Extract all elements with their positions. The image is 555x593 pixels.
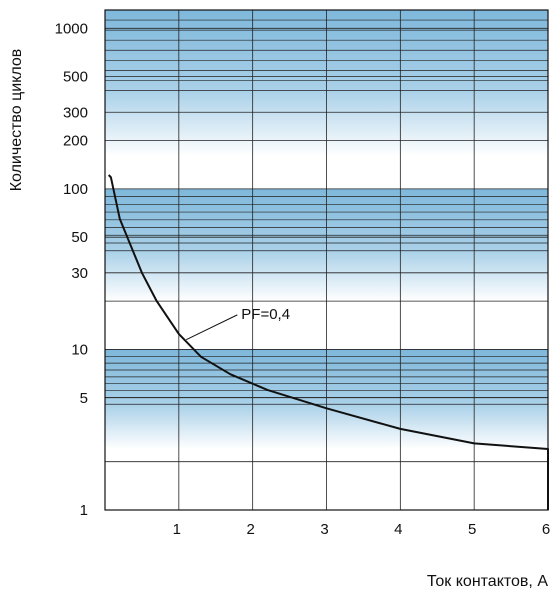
plot-frame — [104, 9, 549, 511]
y-tick-label: 1000 — [55, 20, 88, 37]
grid — [105, 10, 548, 510]
x-tick-label: 5 — [468, 521, 476, 538]
x-tick-label: 6 — [542, 521, 550, 538]
y-axis-label: Количество циклов — [8, 49, 25, 192]
series-line — [107, 174, 549, 510]
plot-border — [104, 9, 549, 511]
y-tick-labels: 1 5 10 30 50 100 200 300 500 1000 — [55, 20, 88, 519]
x-tick-label: 2 — [246, 521, 254, 538]
series — [107, 174, 549, 510]
annotation-label: PF=0,4 — [241, 306, 290, 323]
y-tick-label: 1 — [80, 502, 88, 519]
y-tick-label: 30 — [71, 265, 88, 282]
y-tick-label: 300 — [63, 104, 88, 121]
y-tick-label: 5 — [80, 390, 88, 407]
y-tick-label: 100 — [63, 181, 88, 198]
x-axis-label: Ток контактов, А — [427, 573, 548, 590]
y-tick-label: 200 — [63, 133, 88, 150]
y-tick-label: 10 — [71, 341, 88, 358]
y-tick-label: 500 — [63, 69, 88, 86]
annotation-leader — [185, 314, 238, 341]
x-tick-label: 1 — [173, 521, 181, 538]
y-tick-label: 50 — [71, 229, 88, 246]
x-tick-label: 3 — [320, 521, 328, 538]
x-tick-label: 4 — [394, 521, 402, 538]
annotations: PF=0,4 — [185, 306, 290, 341]
x-tick-labels: 1 2 3 4 5 6 — [173, 521, 551, 538]
